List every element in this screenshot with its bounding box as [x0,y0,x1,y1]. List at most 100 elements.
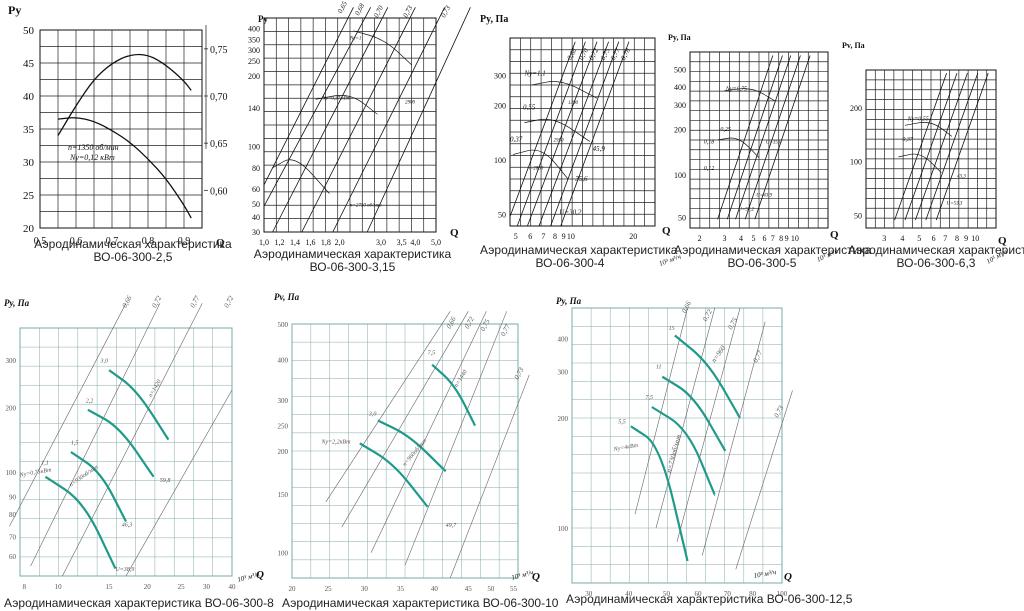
x-tick-label: 80 [749,590,757,598]
performance-curve [674,334,741,419]
x-tick-label: 4 [900,234,904,243]
efficiency-line [272,7,389,233]
x-tick-label: 1,6 [305,238,315,247]
curve-annotation: Ny=0,55 [907,117,929,123]
x-tick-label: 6 [528,232,532,241]
y-tick-label: 40 [23,91,35,103]
curve-annotation: Ny=0,75 [725,87,747,93]
efficiency-line [30,303,161,567]
x-tick-label: 5 [514,232,518,241]
x-tick-label: 100 [777,590,788,598]
y-tick-label: 400 [674,83,686,92]
y-tick-label: 50 [23,25,35,37]
chart-4-caption-line-1: Аэродинамическая характеристика [674,243,872,257]
plot-frame [571,307,783,584]
curve-annotation: 7,5 [646,395,654,401]
speed-curve [717,137,760,158]
curve-annotation: 0,18 [704,140,715,146]
y-tick-label: 300 [248,46,260,55]
x-tick-label: 30 [361,585,369,593]
x-tick-label: 30 [203,583,211,591]
efficiency-line [754,55,811,220]
annotation-power: Nу=0,12 кВт [69,153,115,162]
efficiency-line [325,311,451,502]
x-tick-label: 1,4 [290,238,300,247]
efficiency-line [263,7,354,186]
x-tick-label: 6 [932,234,936,243]
y2-tick-label: 0,70 [210,92,228,103]
curve-annotation: Nу=0,37 кВт [321,96,350,101]
curve-annotation: 0,12 [704,166,715,172]
curve-annotation: U=30,2 [559,209,582,217]
efficiency-line [915,73,968,221]
chart-3-caption: Аэродинамическая характеристика ВО-06-30… [480,244,677,270]
x-tick-label: 4 [739,234,743,243]
annotation-speed: n=1350 об/мин [68,143,119,152]
curve-annotation: 0,55 [523,103,536,111]
x-tick-label: 2 [698,234,702,243]
efficiency-line [744,55,801,220]
series-2-line [57,53,192,136]
x-tick-label: 3,0 [376,238,386,247]
efficiency-line [449,374,530,579]
x-tick-label: 1,0 [259,238,269,247]
chart-panel-6: Py, Па Q 10³ м³/ч 8 10 15 20 25 30 40 60 70 80 90 100 2… [0,280,274,611]
x-tick-label: 1,2 [274,238,284,247]
y-tick-label: 45 [23,58,35,70]
y-axis-title: Py [258,14,268,24]
y-tick-label: 350 [248,35,260,44]
efficiency-line [701,321,766,556]
efficiency-line [735,55,792,220]
y-tick-label: 150 [278,491,289,499]
curve-annotation: 1,5 [71,441,79,447]
chart-panel-1: 20 25 30 35 40 45 50 0,5 0,6 0,7 0,8 0,9 0,60 0,65 0,7… [0,0,240,270]
chart-panel-7: Pv, Па Q 10³ м³/ч 20 25 30 35 40 45 50 55 100 150 200… [270,280,558,611]
efficiency-label: 0,72 [587,46,600,61]
y2-tick-label: 0,65 [210,139,228,150]
x-tick-label: 5 [917,234,921,243]
x-axis-title: Q [256,569,264,581]
y-tick-label: 100 [494,156,506,165]
x-tick-label: 4,0 [410,238,420,247]
curve-annotation: Ny=2,2кВт [320,439,351,445]
y-tick-label: 300 [558,368,569,376]
y-tick-label: 200 [278,448,289,456]
y-axis-title: Pv, Па [842,41,865,50]
efficiency-label: 0,73 [513,366,526,381]
chart-2-svg: Py Q 1,0 1,2 1,4 1,6 1,8 2,0 3,0 3,5 4,0 5,0 30 40 50 6… [248,0,471,247]
x-tick-label: 20 [289,585,297,593]
efficiency-label: 0,66 [121,294,134,309]
x-axis-title: Q [662,225,671,237]
x-tick-label: 9 [964,234,968,243]
x-tick-label: 5,0 [431,238,441,247]
chart-8-caption: Аэродинамическая характеристика ВО-06-30… [566,592,853,606]
chart-1-caption: Аэродинамическая характеристика ВО-06-30… [28,238,238,264]
y-tick-label: 400 [558,335,569,343]
x-axis-title: Q [532,571,540,583]
x-tick-label: 10 [55,583,63,591]
efficiency-line [904,73,958,221]
y-tick-label: 60 [252,185,260,194]
x-tick-label: 20 [144,583,152,591]
curve-annotation: 43,3 [957,174,966,179]
x-tick-label: 5 [751,234,755,243]
x-tick-label: 40 [431,585,439,593]
x-tick-label: 40 [229,583,237,591]
x-axis-title: Q [450,227,459,239]
curve-annotation: U=35,0 [766,141,782,146]
x-tick-label: 40 [625,590,633,598]
efficiency-label: 0,66 [445,315,458,330]
x-axis-title: Q [998,235,1007,247]
x-tick-label: 8 [955,234,959,243]
y-tick-label: 100 [6,469,17,477]
x-axis-title: Q [784,571,792,583]
y-tick-label: 100 [278,550,289,558]
efficiency-line [560,41,630,227]
y2-tick-label: 0,75 [210,45,228,56]
curve-annotation: U=38,9 [115,567,134,573]
x-axis-unit: 10³ м³/ч [236,570,261,584]
curve-annotation: 0,25 [720,127,731,133]
efficiency-line [655,307,716,529]
efficiency-label: 0,78 [619,46,632,61]
